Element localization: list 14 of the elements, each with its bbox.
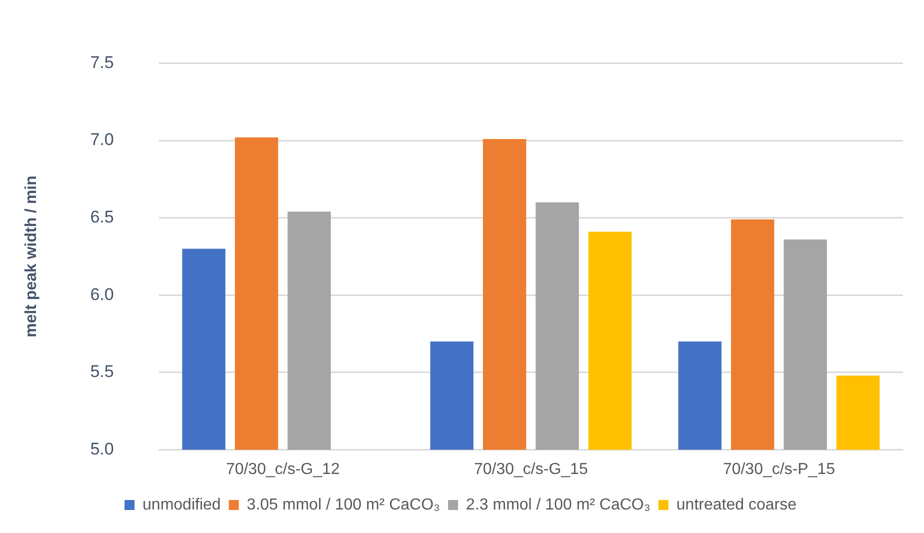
legend-label: untreated coarse (676, 496, 797, 514)
x-tick-label: 70/30_c/s-P_15 (722, 460, 836, 478)
legend-label: unmodified (142, 496, 221, 514)
y-tick-label: 5.0 (90, 439, 114, 458)
y-tick-label: 5.5 (90, 362, 114, 382)
y-tick-label: 6.0 (90, 284, 114, 304)
y-tick-label: 7.5 (90, 52, 114, 72)
legend-label: 2.3 mmol / 100 m² CaCO₃ (466, 496, 650, 514)
x-tick-label: 70/30_c/s-G_15 (474, 460, 588, 478)
x-tick-label: 70/30_c/s-G_12 (226, 460, 340, 478)
y-tick-label: 6.5 (90, 208, 114, 227)
y-axis-title: melt peak width / min (23, 176, 40, 338)
y-tick-label: 7.0 (90, 130, 114, 150)
legend-label: 3.05 mmol / 100 m² CaCO₃ (246, 496, 440, 514)
